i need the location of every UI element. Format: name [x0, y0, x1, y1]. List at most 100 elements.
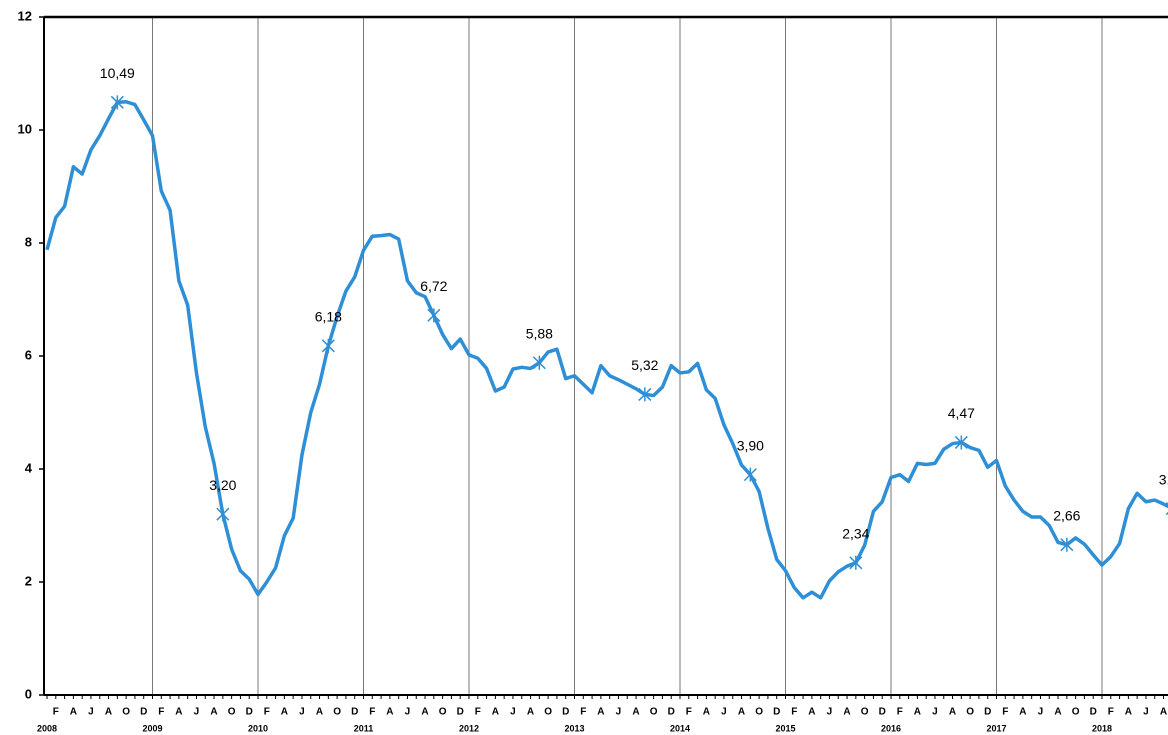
x-tick-label: F — [580, 707, 586, 718]
x-tick-label: F — [369, 707, 375, 718]
value-label: 6,72 — [420, 278, 447, 294]
value-label: 2,66 — [1053, 507, 1080, 523]
y-tick-label: 8 — [25, 234, 32, 249]
x-tick-label: A — [738, 707, 745, 718]
value-label: 5,88 — [526, 325, 553, 341]
point-marker — [216, 507, 230, 522]
x-tick-label: D — [246, 707, 253, 718]
x-tick-label: A — [527, 707, 534, 718]
x-tick-label: A — [386, 707, 393, 718]
x-tick-label: F — [1108, 707, 1114, 718]
x-tick-label: F — [53, 707, 59, 718]
x-tick-label: A — [1054, 707, 1061, 718]
point-marker — [427, 308, 441, 323]
year-label: 2015 — [775, 723, 795, 733]
value-label: 2,34 — [842, 525, 869, 541]
x-tick-label: A — [632, 707, 639, 718]
point-marker — [743, 467, 757, 482]
value-label: 3,30 — [1159, 471, 1168, 487]
x-tick-label: A — [105, 707, 112, 718]
y-tick-label: 2 — [25, 573, 32, 588]
y-tick-label: 10 — [18, 121, 32, 136]
x-tick-label: J — [194, 707, 200, 718]
x-tick-label: A — [1019, 707, 1026, 718]
x-tick-label: F — [897, 707, 903, 718]
x-tick-label: O — [122, 707, 130, 718]
x-tick-label: O — [861, 707, 869, 718]
value-label: 6,18 — [315, 309, 342, 325]
x-tick-label: J — [616, 707, 622, 718]
year-label: 2008 — [37, 723, 57, 733]
year-label: 2012 — [459, 723, 479, 733]
x-tick-label: J — [932, 707, 938, 718]
x-tick-label: D — [351, 707, 358, 718]
point-marker — [954, 435, 968, 450]
x-tick-label: D — [562, 707, 569, 718]
year-label: 2018 — [1092, 723, 1112, 733]
year-label: 2009 — [142, 723, 162, 733]
year-label: 2011 — [354, 723, 374, 733]
year-label: 2017 — [986, 723, 1006, 733]
x-tick-label: A — [70, 707, 77, 718]
data-line — [45, 100, 1168, 600]
x-tick-label: J — [1143, 707, 1149, 718]
x-tick-label: D — [984, 707, 991, 718]
x-tick-label: O — [1072, 707, 1080, 718]
x-tick-label: A — [1125, 707, 1132, 718]
x-tick-label: J — [88, 707, 94, 718]
x-tick-label: F — [158, 707, 164, 718]
x-tick-label: O — [650, 707, 658, 718]
point-marker — [849, 555, 863, 570]
y-tick-label: 6 — [25, 347, 32, 362]
point-marker — [532, 355, 546, 370]
x-tick-label: O — [544, 707, 552, 718]
x-tick-label: J — [721, 707, 727, 718]
value-label: 5,32 — [631, 357, 658, 373]
x-tick-label: J — [1038, 707, 1044, 718]
x-tick-label: A — [843, 707, 850, 718]
year-label: 2014 — [670, 723, 690, 733]
x-tick-label: A — [175, 707, 182, 718]
value-label: 10,49 — [100, 65, 135, 81]
x-tick-label: D — [1090, 707, 1097, 718]
year-label: 2013 — [564, 723, 584, 733]
point-marker — [638, 387, 652, 402]
point-marker — [110, 95, 124, 110]
value-label: 3,90 — [737, 437, 764, 453]
value-label: 3,20 — [209, 477, 236, 493]
x-tick-label: J — [510, 707, 516, 718]
x-tick-label: F — [264, 707, 270, 718]
x-tick-label: F — [686, 707, 692, 718]
x-tick-label: A — [210, 707, 217, 718]
x-tick-label: D — [140, 707, 147, 718]
y-tick-label: 4 — [25, 460, 33, 475]
x-tick-label: O — [755, 707, 763, 718]
x-tick-label: A — [492, 707, 499, 718]
x-tick-label: F — [1002, 707, 1008, 718]
x-tick-label: F — [791, 707, 797, 718]
x-tick-label: A — [703, 707, 710, 718]
y-tick-label: 12 — [18, 8, 32, 23]
x-tick-label: J — [827, 707, 833, 718]
value-label: 4,47 — [948, 405, 975, 421]
year-label: 2010 — [248, 723, 268, 733]
x-tick-label: D — [879, 707, 886, 718]
point-marker — [1060, 537, 1074, 552]
x-tick-label: F — [475, 707, 481, 718]
x-tick-label: A — [914, 707, 921, 718]
x-tick-label: A — [808, 707, 815, 718]
x-tick-label: D — [457, 707, 464, 718]
x-tick-label: O — [228, 707, 236, 718]
x-tick-label: J — [299, 707, 305, 718]
x-tick-label: A — [597, 707, 604, 718]
x-tick-label: A — [421, 707, 428, 718]
x-tick-label: A — [949, 707, 956, 718]
x-tick-label: O — [966, 707, 974, 718]
x-tick-label: A — [316, 707, 323, 718]
x-tick-label: O — [333, 707, 341, 718]
x-tick-label: D — [668, 707, 675, 718]
x-tick-label: D — [773, 707, 780, 718]
x-tick-label: O — [439, 707, 447, 718]
y-tick-label: 0 — [25, 686, 32, 701]
